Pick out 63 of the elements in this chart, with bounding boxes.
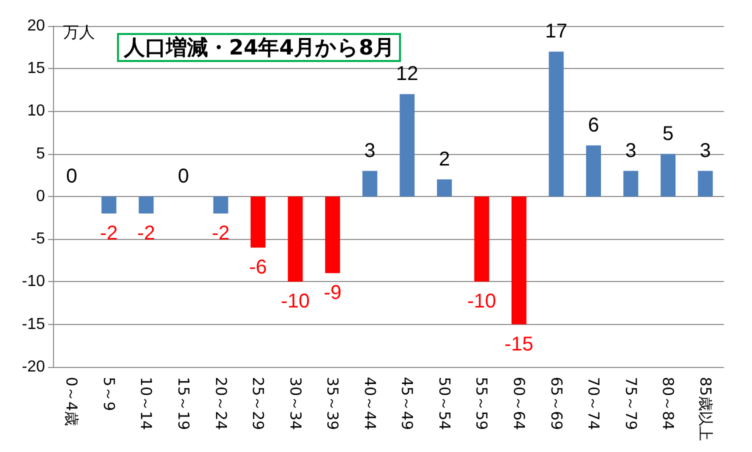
x-tick-label: 70～74 bbox=[584, 376, 603, 430]
x-tick-label: 0～4歳 bbox=[62, 376, 81, 426]
data-label: -15 bbox=[504, 333, 534, 356]
data-label: 3 bbox=[364, 140, 376, 162]
x-tick-label: 65～69 bbox=[547, 376, 566, 430]
text: 人口増減・24年4月から8月 bbox=[123, 36, 394, 60]
bar bbox=[436, 179, 452, 196]
bar bbox=[400, 94, 415, 196]
x-tick-label: 35～39 bbox=[324, 376, 342, 430]
x-tick-label: 55～59 bbox=[472, 376, 491, 430]
x-tick-label: 15～19 bbox=[174, 376, 192, 430]
bar bbox=[623, 170, 638, 196]
y-tick-label: -20 bbox=[22, 358, 46, 376]
x-tick-label: 80～84 bbox=[659, 376, 678, 430]
bar bbox=[698, 170, 713, 196]
bar bbox=[586, 145, 601, 196]
bar bbox=[288, 196, 303, 282]
bar bbox=[213, 196, 228, 214]
data-label: 3 bbox=[625, 140, 636, 162]
y-tick-label: -5 bbox=[30, 230, 46, 248]
x-tick-label: 5～9 bbox=[100, 376, 118, 412]
data-label: -10 bbox=[467, 290, 496, 313]
data-label: 3 bbox=[700, 140, 711, 162]
bar bbox=[325, 196, 340, 274]
y-tick-label: 10 bbox=[27, 102, 46, 120]
data-label: 12 bbox=[396, 63, 418, 86]
bar bbox=[101, 196, 116, 214]
bar bbox=[362, 170, 378, 196]
bar bbox=[512, 196, 526, 324]
data-label: -10 bbox=[280, 290, 310, 313]
y-tick-label: 20 bbox=[27, 18, 46, 34]
y-tick-label: 15 bbox=[27, 60, 46, 78]
bar bbox=[548, 52, 564, 196]
y-tick-label: -10 bbox=[22, 273, 46, 290]
y-tick-label: 0 bbox=[36, 188, 46, 205]
data-label: 17 bbox=[545, 20, 568, 43]
x-tick-label: 85歳以上 bbox=[696, 376, 714, 442]
y-axis-title: 万人 bbox=[63, 22, 95, 42]
bar bbox=[250, 196, 266, 248]
x-tick-label: 50～54 bbox=[435, 376, 454, 430]
x-tick-label: 30～34 bbox=[286, 376, 304, 430]
data-label: 6 bbox=[588, 114, 600, 136]
x-tick-label: 60～64 bbox=[510, 376, 528, 430]
bar bbox=[660, 154, 676, 196]
data-label: -2 bbox=[137, 222, 156, 244]
data-label: 2 bbox=[438, 148, 450, 170]
x-tick-label: 45～49 bbox=[398, 376, 416, 430]
x-tick-label: 25～29 bbox=[249, 376, 268, 430]
data-label: 5 bbox=[662, 122, 674, 145]
bar bbox=[138, 196, 154, 214]
x-tick-label: 75～79 bbox=[622, 376, 640, 430]
y-tick-label: -15 bbox=[22, 316, 46, 333]
bar bbox=[474, 196, 490, 282]
data-label: 0 bbox=[66, 165, 78, 188]
x-tick-label: 10～14 bbox=[137, 376, 156, 430]
data-label: -2 bbox=[212, 222, 230, 244]
y-tick-label: 5 bbox=[36, 145, 46, 162]
data-label: 0 bbox=[178, 165, 190, 188]
data-label: -2 bbox=[100, 222, 118, 244]
data-label: -9 bbox=[324, 282, 342, 304]
x-tick-label: 20～24 bbox=[212, 376, 230, 430]
x-tick-label: 40～44 bbox=[360, 376, 379, 430]
data-label: -6 bbox=[249, 256, 267, 279]
